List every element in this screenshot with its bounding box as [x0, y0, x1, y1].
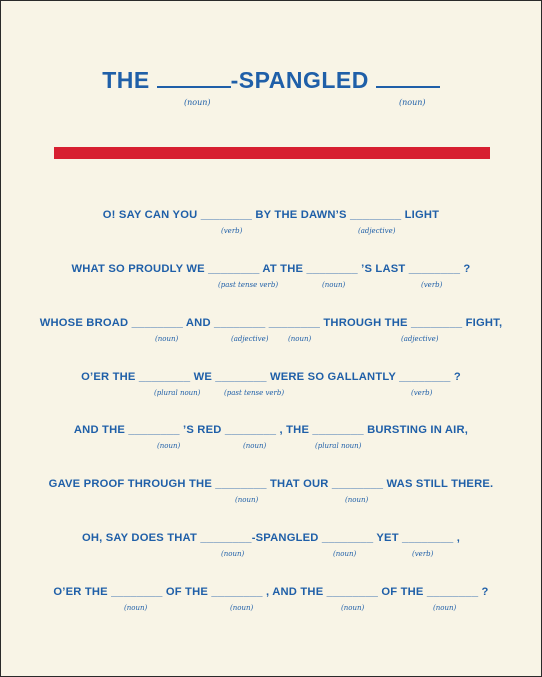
lyric-line-6: GAVE PROOF THROUGH THE ________ THAT OUR…: [48, 478, 494, 490]
line-5-hint-2: (noun): [243, 442, 267, 450]
line-1-hint-2: (adjective): [358, 227, 396, 235]
page-title: THE -SPANGLED: [1, 67, 541, 94]
red-stripe: [54, 147, 490, 159]
line-6-hint-1: (noun): [235, 496, 259, 504]
line-7-hint-2: (noun): [333, 550, 357, 558]
line-8-hint-1: (noun): [124, 604, 148, 612]
title-blank-1: [156, 68, 231, 88]
line-8-hint-2: (noun): [230, 604, 254, 612]
line-3-hint-1: (noun): [155, 335, 179, 343]
lyric-line-1: O! SAY CAN YOU ________ BY THE DAWN’S __…: [102, 209, 440, 221]
line-7-hint-3: (verb): [412, 550, 434, 558]
title-blank-2: [375, 68, 440, 88]
title-text-the: THE: [102, 67, 157, 93]
line-4-hint-2: (past tense verb): [224, 389, 285, 397]
line-8-hint-4: (noun): [433, 604, 457, 612]
line-6-hint-2: (noun): [345, 496, 369, 504]
title-text-spangled: -SPANGLED: [230, 67, 376, 93]
lyric-line-2: WHAT SO PROUDLY WE ________ AT THE _____…: [71, 263, 471, 275]
line-2-hint-3: (verb): [421, 281, 443, 289]
line-3-hint-3: (noun): [288, 335, 312, 343]
lyric-line-4: O’ER THE ________ WE ________ WERE SO GA…: [81, 371, 461, 383]
lyric-line-3: WHOSE BROAD ________ AND ________ ______…: [39, 317, 503, 329]
line-8-hint-3: (noun): [341, 604, 365, 612]
line-7-hint-1: (noun): [221, 550, 245, 558]
line-5-hint-1: (noun): [157, 442, 181, 450]
line-2-hint-2: (noun): [322, 281, 346, 289]
line-4-hint-3: (verb): [411, 389, 433, 397]
lyric-line-5: AND THE ________ ’S RED ________ , THE _…: [73, 424, 469, 436]
line-3-hint-2: (adjective): [231, 335, 269, 343]
title-hint-1: (noun): [184, 98, 211, 107]
lyric-line-8: O’ER THE ________ OF THE ________ , AND …: [53, 586, 489, 598]
line-5-hint-3: (plural noun): [315, 442, 362, 450]
title-hint-2: (noun): [399, 98, 426, 107]
line-3-hint-4: (adjective): [401, 335, 439, 343]
line-1-hint-1: (verb): [221, 227, 243, 235]
line-4-hint-1: (plural noun): [154, 389, 201, 397]
lyric-line-7: OH, SAY DOES THAT ________-SPANGLED ____…: [81, 532, 461, 544]
line-2-hint-1: (past tense verb): [218, 281, 279, 289]
